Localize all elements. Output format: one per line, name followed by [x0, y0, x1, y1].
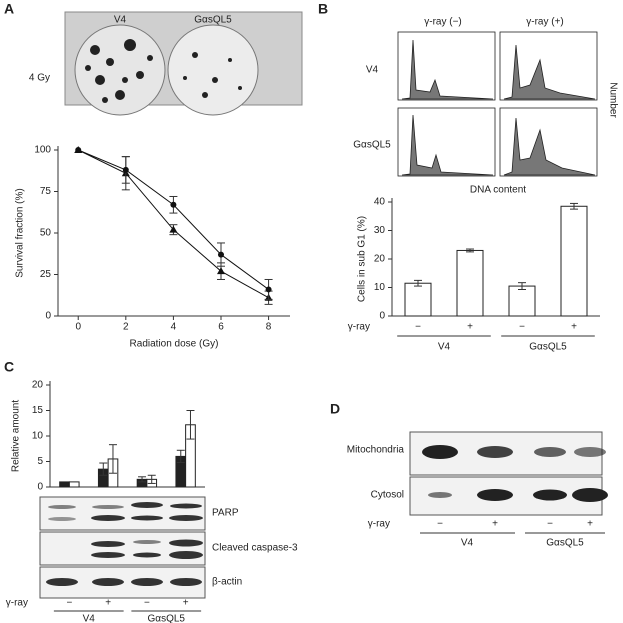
category-label: +: [467, 322, 473, 333]
y-tick-label: 20: [32, 380, 44, 391]
x-tick-label: 2: [123, 322, 129, 333]
category-axis-label: γ-ray: [6, 598, 28, 609]
panel-label: A: [4, 1, 14, 17]
row-label: γ-ray: [368, 519, 390, 530]
marker: [265, 286, 272, 293]
blot-label: Cleaved caspase-3: [212, 543, 298, 554]
category-label: −: [519, 322, 525, 333]
x-axis-label: Radiation dose (Gy): [130, 339, 219, 350]
panel-label: B: [318, 1, 328, 17]
group-label: GαsQL5: [529, 342, 567, 353]
lane-label: +: [587, 519, 593, 530]
column-label: γ-ray (−): [424, 17, 462, 28]
y-tick-label: 50: [40, 228, 52, 239]
category-label: −: [66, 598, 72, 609]
bar: [404, 282, 432, 317]
blot-label: β-actin: [212, 577, 242, 588]
bar: [508, 285, 536, 317]
row-label: V4: [366, 65, 379, 76]
category-label: −: [144, 598, 150, 609]
marker: [122, 166, 129, 173]
marker: [170, 201, 177, 208]
y-tick-label: 40: [374, 197, 386, 208]
y-tick-label: 30: [374, 225, 386, 236]
marker: [216, 267, 225, 275]
x-tick-label: 8: [266, 322, 272, 333]
axis-label: DNA content: [470, 185, 526, 196]
column-label: γ-ray (+): [526, 17, 564, 28]
lane-label: −: [547, 519, 553, 530]
row-label: 4 Gy: [29, 73, 50, 84]
axis-label: Number: [607, 82, 618, 118]
group-label: V4: [461, 538, 474, 549]
bar: [456, 249, 484, 317]
marker: [217, 251, 224, 258]
y-tick-label: 25: [40, 269, 52, 280]
panel-label: C: [4, 359, 14, 375]
column-label: GαsQL5: [194, 15, 232, 26]
marker: [169, 225, 178, 233]
group-label: GαsQL5: [148, 614, 186, 623]
category-axis-label: γ-ray: [348, 322, 370, 333]
y-tick-label: 10: [32, 431, 44, 442]
bar: [59, 481, 70, 488]
panel-label: D: [330, 401, 340, 417]
x-tick-label: 4: [171, 322, 177, 333]
y-tick-label: 10: [374, 282, 386, 293]
y-tick-label: 15: [32, 405, 44, 416]
western-blots: [39, 496, 206, 599]
category-label: +: [571, 322, 577, 333]
y-tick-label: 75: [40, 186, 52, 197]
y-axis-label: Cells in sub G1 (%): [357, 216, 368, 302]
group-label: GαsQL5: [546, 538, 584, 549]
group-label: V4: [83, 614, 96, 623]
y-axis-label: Survival fraction (%): [15, 188, 26, 277]
western-blots: [409, 431, 608, 516]
category-label: +: [105, 598, 111, 609]
y-tick-label: 0: [45, 311, 51, 322]
group-label: V4: [438, 342, 451, 353]
bar: [560, 205, 588, 317]
blot-label: Mitochondria: [347, 445, 405, 456]
category-label: +: [183, 598, 189, 609]
y-tick-label: 0: [379, 311, 385, 322]
y-tick-label: 20: [374, 254, 386, 265]
marker: [75, 147, 82, 153]
line: [78, 149, 269, 290]
bar: [68, 481, 80, 488]
x-tick-label: 6: [218, 322, 224, 333]
blot-label: PARP: [212, 508, 239, 519]
y-tick-label: 0: [37, 482, 43, 493]
x-tick-label: 0: [75, 322, 81, 333]
lane-label: +: [492, 519, 498, 530]
y-axis-label: Relative amount: [11, 400, 22, 472]
category-label: −: [415, 322, 421, 333]
flow-histograms: [397, 31, 598, 177]
colony-photo: [64, 11, 303, 116]
blot-label: Cytosol: [371, 490, 404, 501]
y-tick-label: 5: [37, 456, 43, 467]
lane-label: −: [437, 519, 443, 530]
line: [78, 149, 269, 299]
y-tick-label: 100: [34, 145, 51, 156]
row-label: GαsQL5: [353, 140, 391, 151]
column-label: V4: [114, 15, 127, 26]
